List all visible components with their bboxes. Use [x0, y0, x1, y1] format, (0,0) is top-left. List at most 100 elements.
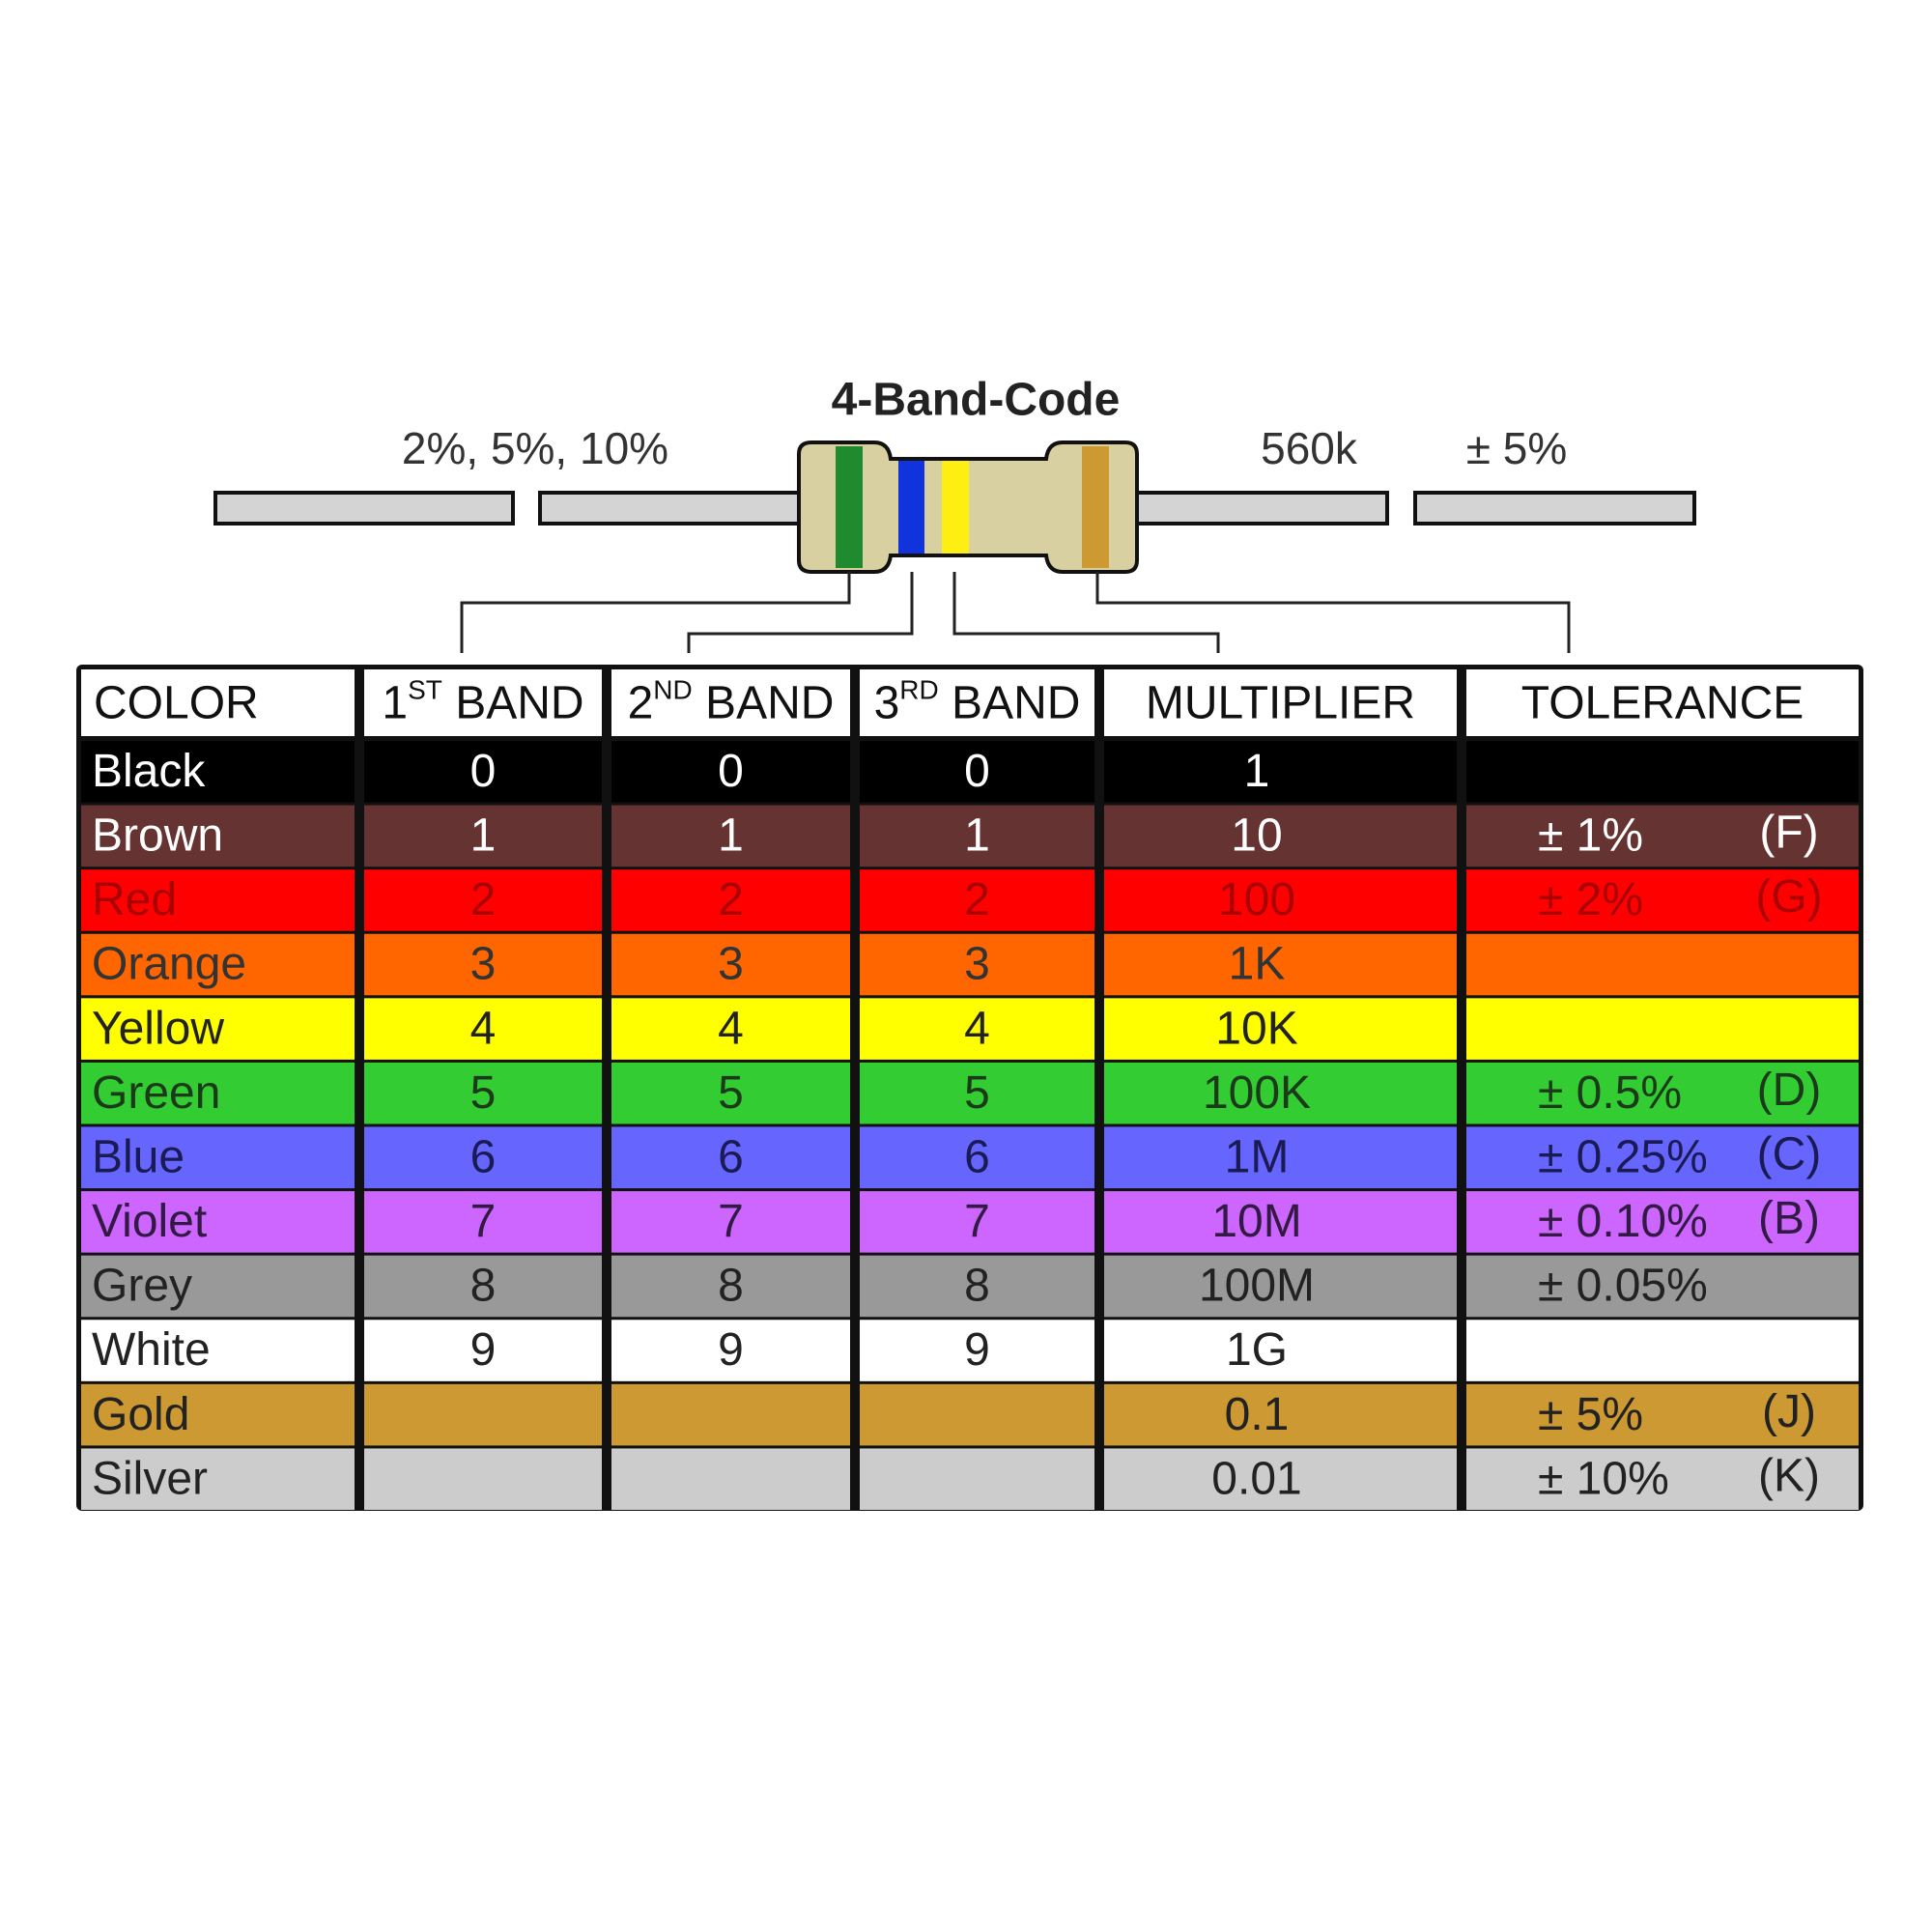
header-cell: [81, 669, 355, 736]
multiplier: 10K: [1215, 1003, 1297, 1054]
lead: [1135, 491, 1389, 526]
cell: [81, 1448, 355, 1510]
multiplier: 100M: [1199, 1261, 1315, 1312]
cell: [81, 1383, 355, 1446]
value-label: 560k: [1261, 423, 1358, 473]
cell: [860, 805, 1094, 867]
band: [836, 446, 863, 568]
header-number: 1: [382, 677, 408, 728]
tolerance: ± 0.25%: [1538, 1131, 1708, 1182]
cell: [1104, 933, 1457, 996]
lead: [213, 491, 515, 526]
header-text: TOLERANCE: [1521, 677, 1804, 728]
cell: [1466, 741, 1859, 803]
cell: [364, 869, 602, 931]
connector: [952, 572, 1220, 653]
cell: [81, 1255, 355, 1318]
tolerance-code: (G): [1755, 871, 1822, 923]
cell: [860, 1062, 1094, 1124]
header-suffix: ND: [653, 675, 692, 705]
multiplier: 1K: [1229, 939, 1286, 990]
band-digit: 3: [718, 939, 744, 990]
header-cell: [364, 669, 602, 736]
connector: [1095, 572, 1571, 653]
multiplier: 1: [1244, 746, 1270, 797]
cell: [611, 998, 850, 1060]
cell: [364, 998, 602, 1060]
cell: [364, 1448, 602, 1510]
cell: [364, 1126, 602, 1189]
cell: [1104, 1126, 1457, 1189]
cell: [81, 998, 355, 1060]
band-digit: 2: [470, 874, 497, 925]
band-digit: 6: [964, 1131, 990, 1182]
cell: [1104, 805, 1457, 867]
cell: [1466, 933, 1859, 996]
cell: [860, 1126, 1094, 1189]
header-word: TOLERANCE: [1521, 677, 1804, 728]
cell: [364, 1320, 602, 1381]
cell: [611, 1191, 850, 1253]
band-digit: 9: [718, 1324, 744, 1376]
cell: [1466, 869, 1859, 931]
cell: [81, 741, 355, 803]
multiplier: 10: [1231, 810, 1282, 862]
cell: [81, 805, 355, 867]
band-digit: 7: [964, 1196, 990, 1247]
header-text: MULTIPLIER: [1146, 677, 1415, 728]
band-digit: 8: [470, 1261, 497, 1312]
table: COLOR 1ST BAND 2ND BAND 3RD BAND MULTIPLIER T…: [76, 665, 1863, 1511]
cell: [860, 741, 1094, 803]
cell: [860, 1320, 1094, 1381]
cell: [1466, 1126, 1859, 1189]
color-name: Brown: [92, 810, 223, 862]
band-digit: 3: [470, 939, 497, 990]
cell: [611, 1448, 850, 1510]
band-digit: 3: [964, 939, 990, 990]
band-digit: 8: [964, 1261, 990, 1312]
header-word: BAND: [442, 677, 584, 728]
header-cell: [860, 669, 1094, 736]
cell: [1104, 1255, 1457, 1318]
cell: [81, 1126, 355, 1189]
band-digit: 4: [470, 1003, 497, 1054]
band-digit: 7: [470, 1196, 497, 1247]
band-digit: 5: [718, 1067, 744, 1119]
header-cell: [611, 669, 850, 736]
color-name: Grey: [92, 1261, 192, 1312]
cell: [1466, 805, 1859, 867]
band-digit: 5: [470, 1067, 497, 1119]
header-word: MULTIPLIER: [1146, 677, 1415, 728]
band-digit: 2: [964, 874, 990, 925]
cell: [1104, 998, 1457, 1060]
cell: [364, 1383, 602, 1446]
cell: [860, 1383, 1094, 1446]
header-number: 2: [628, 677, 654, 728]
cell: [1466, 1448, 1859, 1510]
cell: [611, 933, 850, 996]
cell: [81, 869, 355, 931]
multiplier: 10M: [1211, 1196, 1301, 1247]
multiplier: 100: [1218, 874, 1295, 925]
lead: [538, 491, 801, 526]
color-name: Gold: [92, 1389, 189, 1440]
band-digit: 0: [718, 746, 744, 797]
color-name: Green: [92, 1067, 220, 1119]
header-word: BAND: [939, 677, 1081, 728]
cell: [1466, 1062, 1859, 1124]
color-name: Black: [92, 746, 206, 797]
band-digit: 9: [470, 1324, 497, 1376]
header-text: 3RD BAND: [874, 675, 1081, 728]
tolerance: ± 10%: [1538, 1453, 1669, 1504]
cell: [1104, 741, 1457, 803]
cell: [1104, 1062, 1457, 1124]
header-number: 3: [874, 677, 900, 728]
tolerance-label: ± 5%: [1466, 423, 1568, 473]
tolerance-code: (B): [1758, 1193, 1820, 1244]
cell: [860, 998, 1094, 1060]
band-digit: 1: [718, 810, 744, 862]
band-digit: 1: [470, 810, 497, 862]
cell: [81, 1320, 355, 1381]
cell: [364, 741, 602, 803]
